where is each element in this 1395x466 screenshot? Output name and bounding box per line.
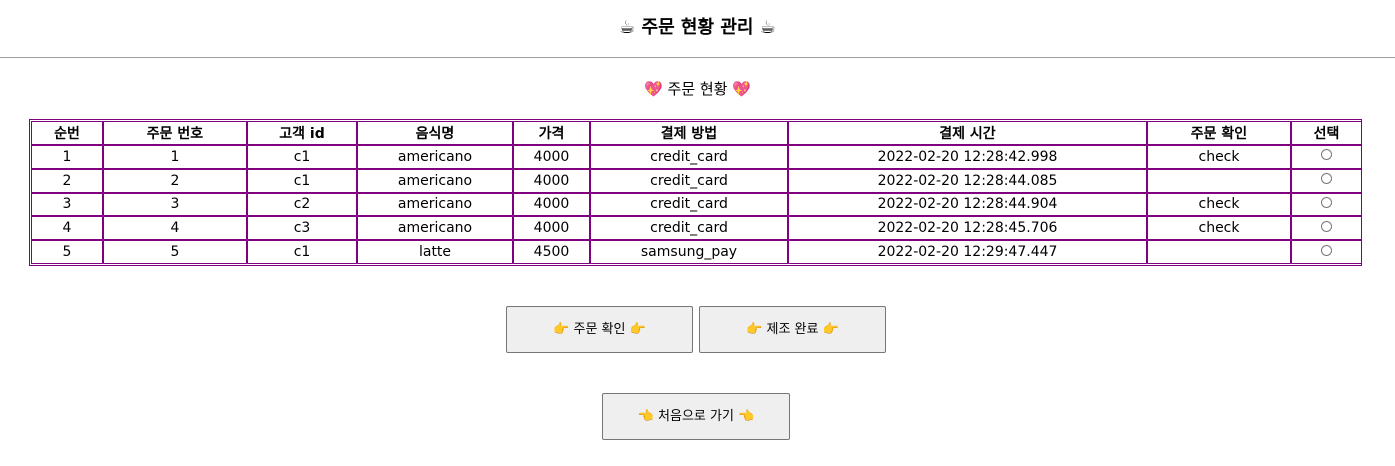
column-header-payment-time: 결제 시간 <box>788 121 1147 145</box>
cell-order-number: 2 <box>103 168 247 193</box>
cell-customer-id: c2 <box>247 192 357 217</box>
column-header-select: 선택 <box>1291 121 1362 145</box>
column-header-order-check: 주문 확인 <box>1147 121 1291 145</box>
coffee-icon: ☕ <box>619 17 636 38</box>
column-header-order-number: 주문 번호 <box>103 121 247 145</box>
cell-price: 4000 <box>513 168 590 193</box>
cell-price: 4500 <box>513 240 590 264</box>
cell-order-number: 5 <box>103 240 247 264</box>
column-header-price: 가격 <box>513 121 590 145</box>
cell-payment-method: credit_card <box>590 216 788 241</box>
section-title-text: 주문 현황 <box>667 80 728 98</box>
orders-table: 순번 주문 번호 고객 id 음식명 가격 결제 방법 결제 시간 주문 확인 … <box>31 121 1362 264</box>
order-confirm-label: 주문 확인 <box>573 322 626 337</box>
cell-order-check <box>1147 168 1291 193</box>
cell-index: 5 <box>31 240 103 264</box>
production-complete-label: 제조 완료 <box>766 322 819 337</box>
cell-index: 4 <box>31 216 103 241</box>
cell-select <box>1291 145 1362 169</box>
cell-price: 4000 <box>513 216 590 241</box>
orders-table-container: 순번 주문 번호 고객 id 음식명 가격 결제 방법 결제 시간 주문 확인 … <box>29 119 1362 266</box>
cell-food-name: americano <box>357 168 513 193</box>
cell-payment-time: 2022-02-20 12:29:47.447 <box>788 240 1147 264</box>
select-radio[interactable] <box>1321 173 1332 185</box>
cell-order-check: check <box>1147 145 1291 169</box>
cell-price: 4000 <box>513 192 590 217</box>
cell-index: 2 <box>31 168 103 193</box>
table-row: 4 4 c3 americano 4000 credit_card 2022-0… <box>31 216 1362 241</box>
select-radio[interactable] <box>1321 196 1332 208</box>
table-row: 5 5 c1 latte 4500 samsung_pay 2022-02-20… <box>31 240 1362 264</box>
select-radio[interactable] <box>1321 244 1332 256</box>
cell-customer-id: c1 <box>247 168 357 193</box>
cell-payment-time: 2022-02-20 12:28:44.904 <box>788 192 1147 217</box>
go-home-button[interactable]: 👈 처음으로 가기 👈 <box>602 393 790 440</box>
pointing-right-hand-icon: 👉 <box>629 322 646 337</box>
select-radio[interactable] <box>1321 149 1332 161</box>
cell-payment-time: 2022-02-20 12:28:42.998 <box>788 145 1147 169</box>
cell-index: 1 <box>31 145 103 169</box>
cell-customer-id: c1 <box>247 240 357 264</box>
cell-food-name: americano <box>357 192 513 217</box>
cell-food-name: americano <box>357 216 513 241</box>
divider <box>0 57 1395 58</box>
select-radio[interactable] <box>1321 220 1332 232</box>
cell-customer-id: c1 <box>247 145 357 169</box>
table-row: 1 1 c1 americano 4000 credit_card 2022-0… <box>31 145 1362 169</box>
pointing-left-hand-icon: 👈 <box>738 409 755 424</box>
page-title-text: 주문 현황 관리 <box>641 17 754 38</box>
coffee-icon: ☕ <box>759 17 776 38</box>
table-row: 3 3 c2 americano 4000 credit_card 2022-0… <box>31 192 1362 217</box>
table-row: 2 2 c1 americano 4000 credit_card 2022-0… <box>31 168 1362 193</box>
cell-order-number: 3 <box>103 192 247 217</box>
cell-select <box>1291 192 1362 217</box>
cell-order-number: 1 <box>103 145 247 169</box>
pointing-right-hand-icon: 👉 <box>746 322 763 337</box>
page-title: ☕ 주문 현황 관리 ☕ <box>0 16 1395 40</box>
cell-select <box>1291 240 1362 264</box>
heart-icon: 💖 <box>644 80 663 98</box>
cell-payment-time: 2022-02-20 12:28:44.085 <box>788 168 1147 193</box>
cell-food-name: americano <box>357 145 513 169</box>
section-title: 💖 주문 현황 💖 <box>0 78 1395 100</box>
pointing-right-hand-icon: 👉 <box>553 322 570 337</box>
cell-order-check: check <box>1147 216 1291 241</box>
column-header-customer-id: 고객 id <box>247 121 357 145</box>
heart-icon: 💖 <box>732 80 751 98</box>
cell-order-number: 4 <box>103 216 247 241</box>
cell-select <box>1291 168 1362 193</box>
cell-food-name: latte <box>357 240 513 264</box>
cell-payment-method: samsung_pay <box>590 240 788 264</box>
cell-payment-method: credit_card <box>590 145 788 169</box>
pointing-left-hand-icon: 👈 <box>637 409 654 424</box>
column-header-payment-method: 결제 방법 <box>590 121 788 145</box>
pointing-right-hand-icon: 👉 <box>822 322 839 337</box>
cell-order-check <box>1147 240 1291 264</box>
column-header-index: 순번 <box>31 121 103 145</box>
cell-payment-time: 2022-02-20 12:28:45.706 <box>788 216 1147 241</box>
table-header-row: 순번 주문 번호 고객 id 음식명 가격 결제 방법 결제 시간 주문 확인 … <box>31 121 1362 145</box>
cell-payment-method: credit_card <box>590 168 788 193</box>
column-header-food-name: 음식명 <box>357 121 513 145</box>
cell-price: 4000 <box>513 145 590 169</box>
cell-index: 3 <box>31 192 103 217</box>
order-confirm-button[interactable]: 👉 주문 확인 👉 <box>506 306 693 353</box>
go-home-label: 처음으로 가기 <box>658 409 734 424</box>
cell-payment-method: credit_card <box>590 192 788 217</box>
cell-customer-id: c3 <box>247 216 357 241</box>
cell-order-check: check <box>1147 192 1291 217</box>
production-complete-button[interactable]: 👉 제조 완료 👉 <box>699 306 886 353</box>
cell-select <box>1291 216 1362 241</box>
